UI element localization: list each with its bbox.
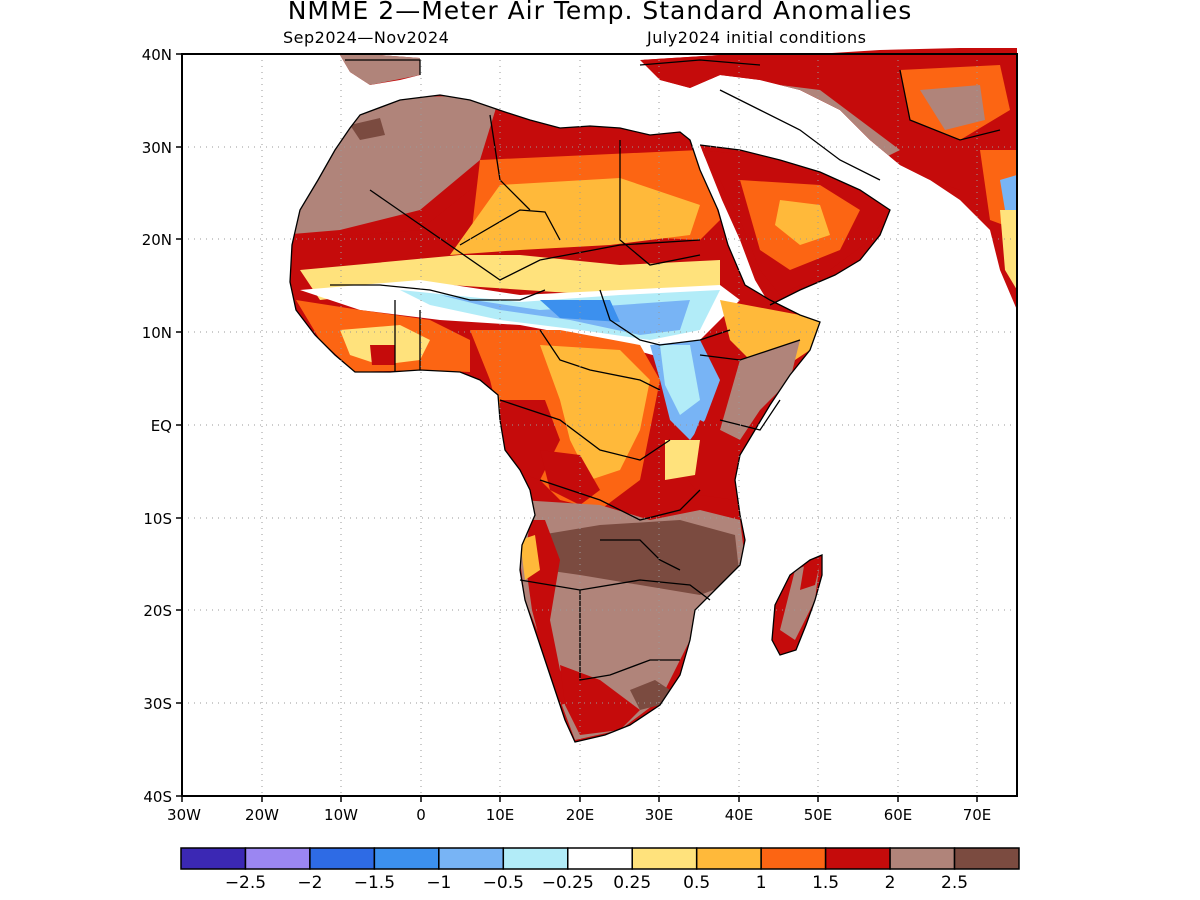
lat-label: EQ [151,417,172,435]
lat-labels: 40N 30N 20N 10N EQ 10S 20S 30S 40S [142,46,172,806]
colorbar-swatch [953,847,1020,870]
colorbar-label: 2.5 [941,873,968,893]
lat-label: 10N [142,324,172,342]
colorbar-label: −0.25 [542,873,594,893]
colorbar-swatch [373,847,440,870]
colorbar-label: −1 [426,873,451,893]
lat-label: 30N [142,139,172,157]
colorbar-label: 1 [756,873,767,893]
lat-label: 40S [143,788,172,806]
lon-label: 0 [416,806,426,824]
colorbar-label: −0.5 [483,873,524,893]
lon-ticks [181,796,978,802]
colorbar-swatch [244,847,311,870]
lat-label: 20N [142,231,172,249]
lon-label: 30E [645,806,674,824]
colorbar-swatch [502,847,569,870]
colorbar-swatch [180,847,247,870]
colorbar: −2.5 −2 −1.5 −1 −0.5 −0.25 0.25 0.5 1 1.5 2 2.5 [180,847,1020,893]
lon-label: 70E [963,806,992,824]
initial-conditions: July2024 initial conditions [647,28,867,47]
colorbar-swatch [824,847,891,870]
lon-label: 10E [486,806,515,824]
colorbar-label: −1.5 [354,873,395,893]
graticule [182,54,1017,796]
country-borders [289,59,1001,743]
colorbar-swatch [438,847,505,870]
lat-label: 30S [143,695,172,713]
lon-label: 20W [245,806,279,824]
lon-label: 20E [566,806,595,824]
colorbar-swatch [695,847,762,870]
lon-labels: 30W 20W 10W 0 10E 20E 30E 40E 50E 60E 70… [167,806,991,824]
lon-label: 30W [167,806,201,824]
colorbar-label: −2.5 [225,873,266,893]
lon-label: 60E [884,806,913,824]
colorbar-swatch [889,847,956,870]
colorbar-label: 0.25 [613,873,651,893]
lon-label: 40E [725,806,754,824]
lon-label: 10W [324,806,358,824]
lat-label: 20S [143,602,172,620]
lat-label: 10S [143,510,172,528]
forecast-period: Sep2024—Nov2024 [283,28,450,47]
colorbar-swatch [567,847,633,870]
colorbar-swatch [309,847,376,870]
colorbar-label: 1.5 [812,873,839,893]
colorbar-swatch [760,847,827,870]
map-title: NMME 2—Meter Air Temp. Standard Anomalie… [287,0,913,25]
lat-ticks [176,53,182,797]
colorbar-label: 2 [885,873,896,893]
lon-label: 50E [804,806,833,824]
colorbar-label: −2 [297,873,322,893]
lat-label: 40N [142,46,172,64]
colorbar-swatch [631,847,698,870]
colorbar-label: 0.5 [683,873,710,893]
